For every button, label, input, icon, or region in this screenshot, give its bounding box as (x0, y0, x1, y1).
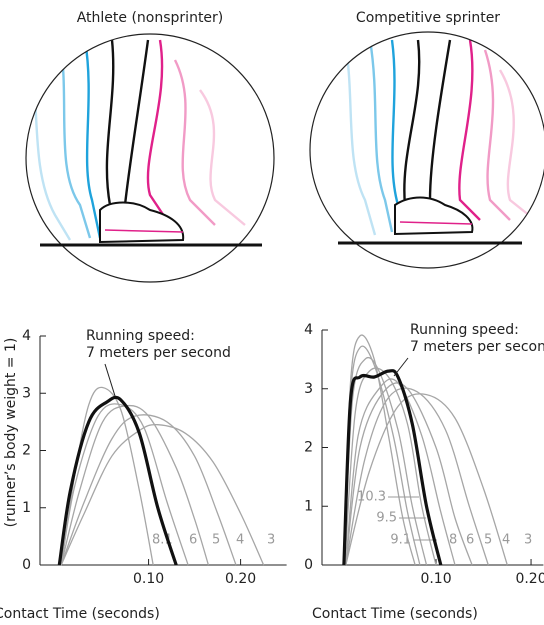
y-tick-label: 0 (304, 557, 313, 573)
annotation-pointer (104, 363, 116, 397)
series-label: 4 (502, 533, 510, 548)
highlight-line (57, 395, 178, 566)
y-tick-label: 2 (304, 440, 313, 456)
y-tick-label: 3 (22, 385, 31, 401)
series-line (60, 423, 265, 566)
series-label: 6 (189, 533, 197, 548)
series-label: 4 (236, 533, 244, 548)
series-label: 6 (466, 533, 474, 548)
annotation: Running speed: (86, 328, 195, 344)
x-tick-label: 0.10 (420, 571, 451, 587)
series-line (345, 393, 508, 566)
series-label: 8 (449, 533, 457, 548)
illustration (25, 31, 544, 283)
series-label: 3 (524, 533, 532, 548)
annotation-pointer (393, 357, 409, 377)
x-tick-label: 0.10 (133, 571, 164, 587)
y-tick-label: 4 (22, 328, 31, 344)
highlight-line (342, 369, 443, 566)
y-tick-label: 1 (22, 500, 31, 516)
y-tick-label: 2 (22, 443, 31, 459)
series-line (344, 367, 437, 566)
series-line (345, 378, 456, 566)
series-label: 10.3 (357, 490, 386, 505)
x-tick-label: 0.20 (225, 571, 256, 587)
annotation: 7 meters per second (410, 339, 544, 355)
y-tick-label: 0 (22, 557, 31, 573)
illustration-title: Athlete (nonsprinter) (77, 10, 224, 26)
series-line (60, 404, 210, 566)
series-line (60, 414, 237, 566)
chart: 0 1 2 3 4 0.10 0.20 Contact Time (seconds) (runn… (0, 328, 287, 622)
x-axis-label: Contact Time (seconds) (312, 606, 478, 622)
illustration-title: Competitive sprinter (356, 10, 500, 26)
x-tick-label: 0.20 (515, 571, 544, 587)
y-tick-label: 1 (304, 498, 313, 514)
series-label: 5 (484, 533, 492, 548)
annotation: Running speed: (410, 322, 519, 338)
series-label: 5 (212, 533, 220, 548)
y-tick-label: 4 (304, 322, 313, 338)
series-label: 3 (267, 533, 275, 548)
series-line (60, 403, 189, 566)
series-line (345, 382, 473, 566)
annotation: 7 meters per second (86, 345, 231, 361)
series-line (345, 387, 489, 566)
y-tick-label: 3 (304, 381, 313, 397)
series-label: 9.5 (376, 511, 397, 526)
series-label: 9.1 (390, 533, 411, 548)
y-axis-label: (runner’s body weight = 1) (3, 338, 19, 528)
series-line (343, 334, 416, 566)
x-axis-label: Contact Time (seconds) (0, 606, 160, 622)
